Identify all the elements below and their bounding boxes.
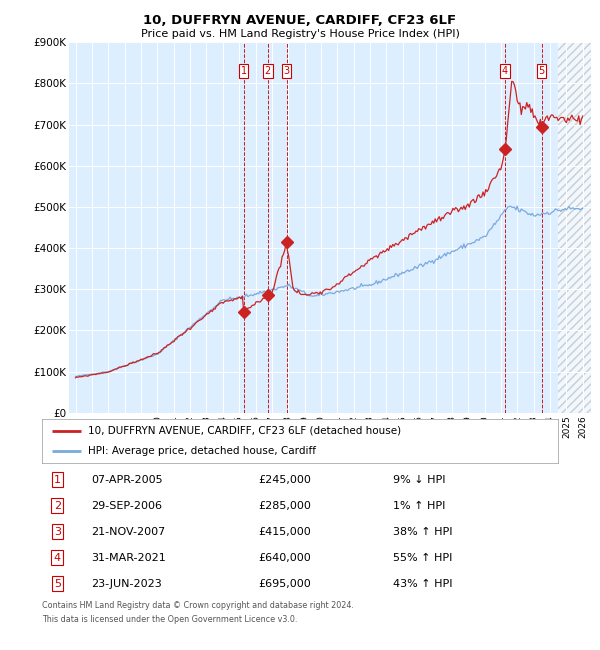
Text: 1% ↑ HPI: 1% ↑ HPI — [393, 500, 445, 511]
Text: 4: 4 — [502, 66, 508, 76]
Text: Contains HM Land Registry data © Crown copyright and database right 2024.: Contains HM Land Registry data © Crown c… — [42, 601, 354, 610]
Text: 29-SEP-2006: 29-SEP-2006 — [91, 500, 162, 511]
Text: 38% ↑ HPI: 38% ↑ HPI — [393, 526, 452, 537]
Text: 3: 3 — [284, 66, 290, 76]
Text: 07-APR-2005: 07-APR-2005 — [91, 474, 163, 485]
Text: 1: 1 — [54, 474, 61, 485]
Text: 31-MAR-2021: 31-MAR-2021 — [91, 552, 166, 563]
Text: HPI: Average price, detached house, Cardiff: HPI: Average price, detached house, Card… — [88, 446, 316, 456]
Bar — [558, 42, 591, 413]
Text: £415,000: £415,000 — [259, 526, 311, 537]
Text: 2: 2 — [265, 66, 271, 76]
Text: 43% ↑ HPI: 43% ↑ HPI — [393, 578, 452, 589]
Text: This data is licensed under the Open Government Licence v3.0.: This data is licensed under the Open Gov… — [42, 615, 298, 624]
Text: 5: 5 — [54, 578, 61, 589]
Text: 21-NOV-2007: 21-NOV-2007 — [91, 526, 165, 537]
Text: 5: 5 — [538, 66, 545, 76]
Bar — [558, 42, 591, 413]
Text: 23-JUN-2023: 23-JUN-2023 — [91, 578, 162, 589]
Text: 10, DUFFRYN AVENUE, CARDIFF, CF23 6LF: 10, DUFFRYN AVENUE, CARDIFF, CF23 6LF — [143, 14, 457, 27]
Text: £285,000: £285,000 — [259, 500, 311, 511]
Text: 9% ↓ HPI: 9% ↓ HPI — [393, 474, 445, 485]
Text: 10, DUFFRYN AVENUE, CARDIFF, CF23 6LF (detached house): 10, DUFFRYN AVENUE, CARDIFF, CF23 6LF (d… — [88, 426, 401, 436]
Text: £245,000: £245,000 — [259, 474, 311, 485]
Text: 1: 1 — [241, 66, 247, 76]
Text: Price paid vs. HM Land Registry's House Price Index (HPI): Price paid vs. HM Land Registry's House … — [140, 29, 460, 38]
Text: 55% ↑ HPI: 55% ↑ HPI — [393, 552, 452, 563]
Text: £640,000: £640,000 — [259, 552, 311, 563]
Text: 3: 3 — [54, 526, 61, 537]
Text: £695,000: £695,000 — [259, 578, 311, 589]
Text: 4: 4 — [54, 552, 61, 563]
Text: 2: 2 — [54, 500, 61, 511]
